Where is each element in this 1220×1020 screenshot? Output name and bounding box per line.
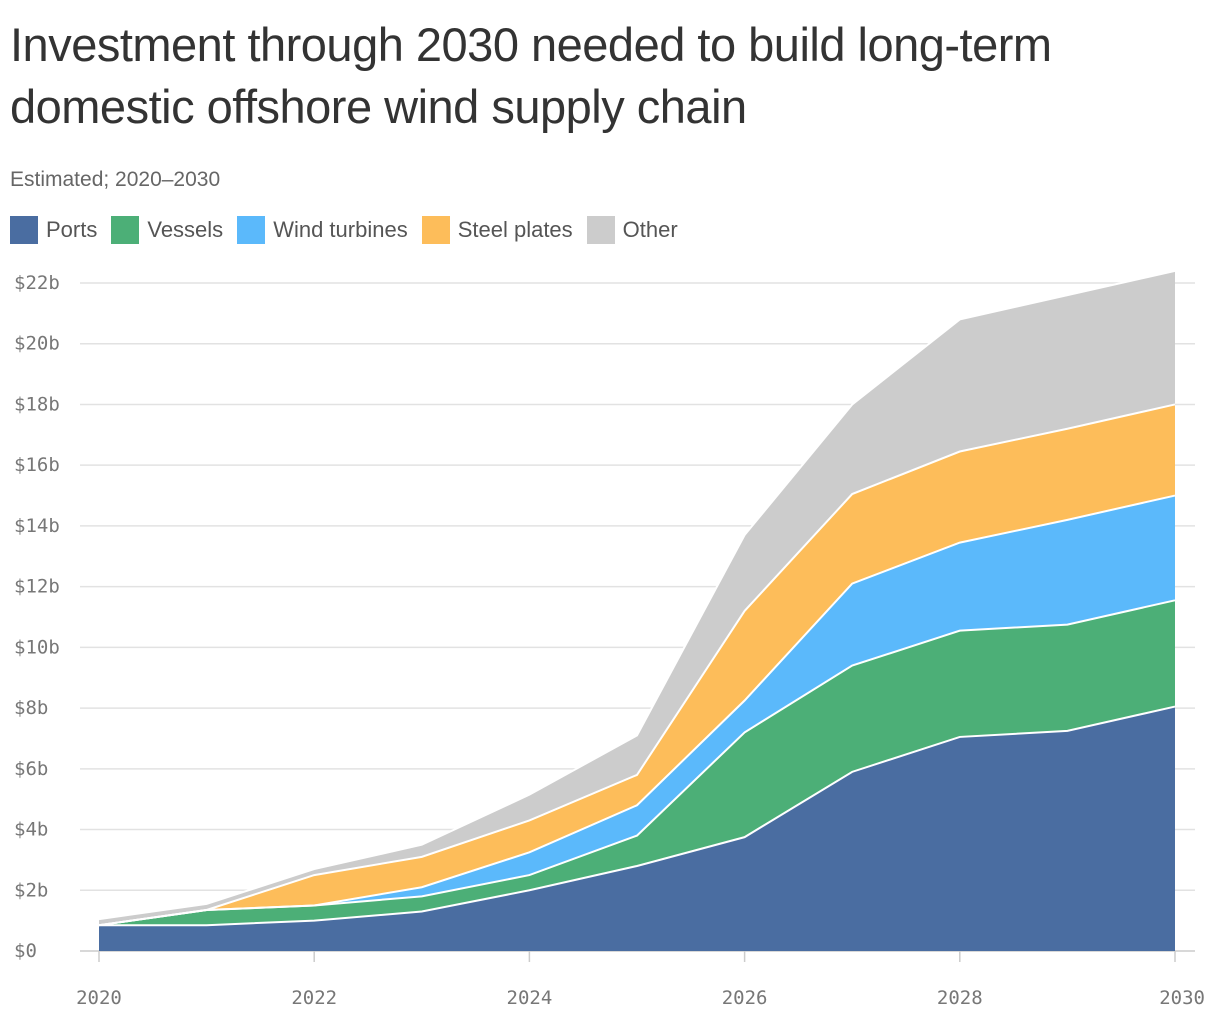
y-tick-label: $8b <box>14 697 48 719</box>
legend-item: Vessels <box>111 216 223 244</box>
area-boundary-line <box>98 269 1176 921</box>
area-steel-plates <box>99 404 1175 926</box>
legend-swatch <box>421 216 450 244</box>
area-boundary-line <box>98 494 1176 927</box>
chart-title: Investment through 2030 needed to build … <box>10 18 1052 133</box>
x-tick-label: 2024 <box>507 987 553 1009</box>
legend-label: Other <box>622 217 678 242</box>
area-boundary-line <box>99 705 1176 927</box>
y-tick-label: $20b <box>14 333 60 355</box>
chart-subtitle: Estimated; 2020–2030 <box>10 168 221 191</box>
area-ports <box>99 706 1175 951</box>
area-wind-turbines <box>99 495 1175 926</box>
legend: Ports Vessels Wind turbines Steel plates Oth… <box>10 216 678 244</box>
y-tick-label: $16b <box>14 454 60 476</box>
x-tick-label: 2020 <box>76 987 122 1009</box>
y-tick-label: $18b <box>14 393 60 415</box>
y-tick-label: $4b <box>14 819 48 841</box>
legend-label: Vessels <box>147 217 224 242</box>
legend-item: Other <box>586 216 678 244</box>
legend-swatch <box>10 216 38 244</box>
legend-item: Wind turbines <box>237 216 408 244</box>
legend-swatch <box>237 216 266 244</box>
x-tick-label: 2030 <box>1159 987 1205 1009</box>
area-other <box>99 270 1175 926</box>
y-tick-label: $12b <box>14 576 60 598</box>
y-tick-label: $0 <box>14 940 37 962</box>
y-tick-label: $22b <box>14 272 60 294</box>
legend-label: Ports <box>46 217 98 242</box>
area-boundary-line <box>98 403 1176 927</box>
legend-item: Ports <box>10 216 97 244</box>
y-tick-label: $10b <box>14 636 60 658</box>
x-tick-label: 2022 <box>291 987 337 1009</box>
y-tick-label: $6b <box>14 758 48 780</box>
y-tick-label: $14b <box>14 515 60 537</box>
x-tick-label: 2026 <box>722 987 768 1009</box>
legend-item: Steel plates <box>421 216 573 244</box>
x-tick-label: 2028 <box>937 987 983 1009</box>
legend-label: Steel plates <box>457 217 573 242</box>
legend-swatch <box>586 216 615 244</box>
legend-swatch <box>111 216 140 244</box>
y-tick-label: $2b <box>14 879 48 901</box>
legend-label: Wind turbines <box>273 217 408 242</box>
area-vessels <box>99 600 1175 926</box>
